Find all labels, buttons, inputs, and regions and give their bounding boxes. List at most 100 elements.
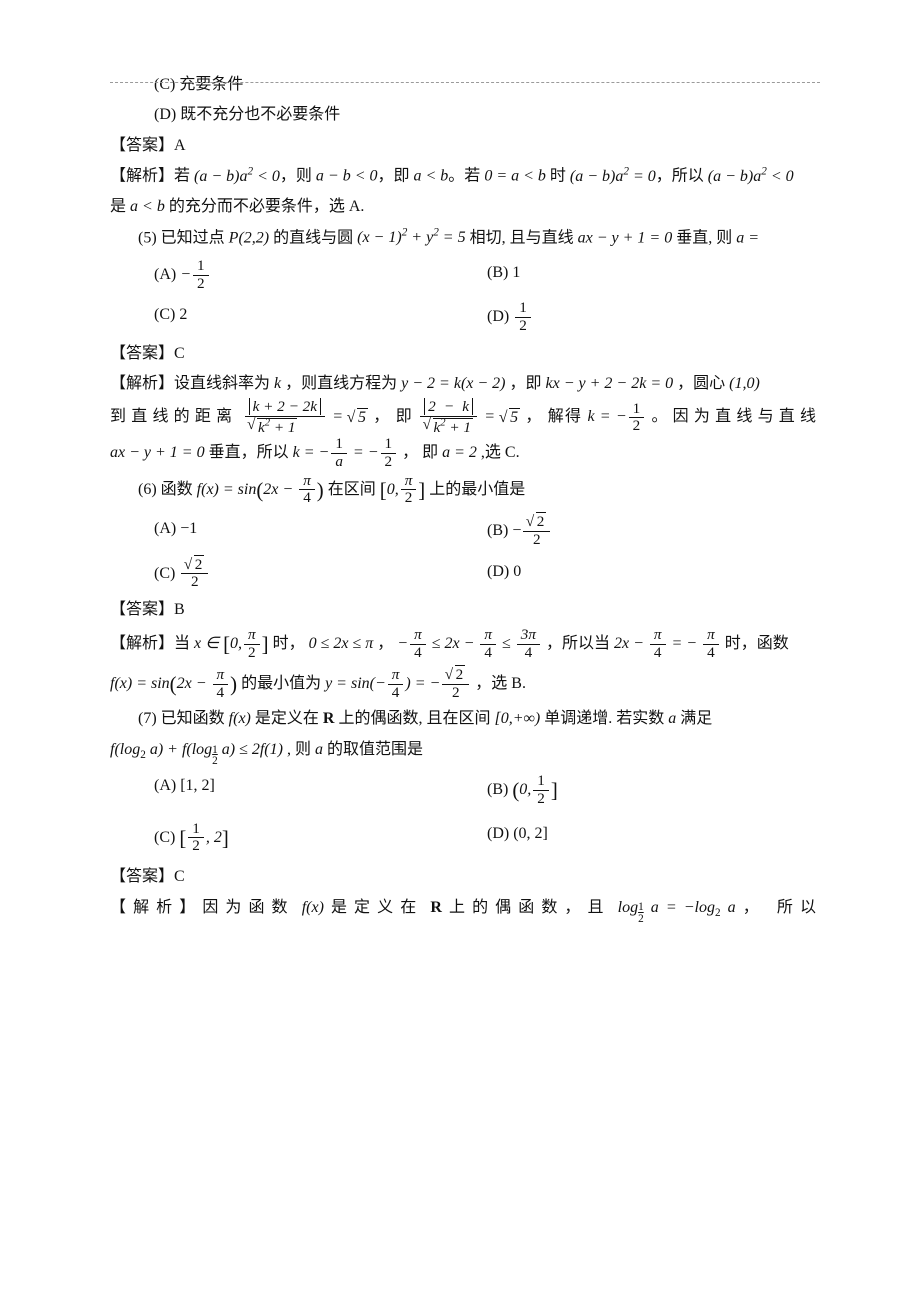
t: 垂直，所以 (209, 444, 289, 461)
den: 2 (193, 275, 209, 293)
den: 2 (181, 573, 208, 591)
page: (C) 充要条件 (D) 既不充分也不必要条件 【答案】A 【解析】若 (a −… (0, 0, 920, 1302)
math: 0, (387, 481, 399, 498)
math: (a − b)a2 < 0 (708, 168, 794, 185)
math: (a − b)a2 = 0 (570, 168, 656, 185)
math: k = − (587, 409, 626, 426)
radicand: 2 (536, 512, 547, 530)
t: ， 所以 (743, 899, 820, 916)
math: (1,0) (729, 375, 760, 392)
t: 设直线斜率为 (174, 375, 270, 392)
math: a < b (414, 168, 449, 185)
t: 相切, 且与直线 (470, 229, 574, 246)
q6-stem: (6) 函数 f(x) = sin(2x − π4) 在区间 [0,π2] 上的… (110, 471, 820, 511)
t: ，所以当 (546, 635, 610, 652)
q4-analysis-line1: 【解析】若 (a − b)a2 < 0，则 a − b < 0，即 a < b。… (110, 161, 820, 192)
math: a < b (130, 198, 165, 215)
math: 0 ≤ 2x ≤ π (309, 635, 374, 652)
math: 0, (230, 635, 242, 652)
num: 1 (515, 300, 531, 317)
num: 2 (181, 557, 208, 574)
t: (5) 已知过点 (138, 229, 229, 246)
paren-right-icon: ) (317, 479, 324, 502)
fraction: π4 (410, 627, 426, 661)
t: 到直线的距离 (110, 409, 237, 426)
math: f(x) (302, 899, 324, 916)
q6-analysis-line2: f(x) = sin(2x − π4) 的最小值为 y = sin(−π4) =… (110, 665, 820, 705)
t: 是定义在 (255, 710, 319, 727)
den: 2 (244, 644, 260, 662)
t: 垂直, 则 (676, 229, 732, 246)
q5-options-row1: (A) −12 (B) 1 (110, 254, 820, 296)
label: (B) (487, 781, 512, 798)
fraction: 12 (515, 300, 531, 334)
q7-analysis-line1: 【解析】因为函数 f(x) 是定义在 R 上的偶函数，且 log12 a = −… (110, 893, 820, 925)
t: 在区间 (328, 481, 376, 498)
paren-right-icon: ) (230, 673, 237, 696)
text: (D) 0 (487, 563, 521, 580)
paren-left-icon: ( (170, 673, 177, 696)
math: R (323, 710, 335, 727)
num: π (244, 627, 260, 644)
math: a (315, 741, 323, 758)
fraction: 22 (181, 557, 208, 591)
t: 上的最小值是 (429, 481, 525, 498)
math: y − 2 = k(x − 2) (401, 375, 505, 392)
den: 4 (388, 684, 404, 702)
math: , 2 (206, 829, 222, 846)
math: ax − y + 1 = 0 (578, 229, 673, 246)
label: 【解析】 (110, 899, 202, 916)
num: π (213, 667, 229, 684)
top-rule (110, 82, 820, 83)
radical-icon: 2 (446, 667, 465, 684)
bracket-right-icon: ] (222, 827, 229, 850)
fraction: 12 (193, 258, 209, 292)
q4-analysis-line2: 是 a < b 的充分而不必要条件，选 A. (110, 192, 820, 222)
fraction: π4 (650, 627, 666, 661)
fraction: π4 (213, 667, 229, 701)
q4-option-c: (C) 充要条件 (110, 70, 820, 100)
math: 2x − (263, 481, 293, 498)
bracket-left-icon: [ (380, 479, 387, 502)
num: 2 (442, 667, 469, 684)
t: 时， (273, 635, 305, 652)
radical-icon: 5 (500, 403, 520, 433)
fraction: k + 2 − 2k k2 + 1 (245, 399, 325, 436)
math: (x − 1)2 + y2 = 5 (357, 229, 465, 246)
fraction: 12 (533, 773, 549, 807)
math: 2x − (177, 675, 207, 692)
label: (A) (154, 266, 180, 283)
t: 是 (110, 198, 126, 215)
t: (6) 函数 (138, 481, 193, 498)
num: 1 (533, 773, 549, 790)
radicand: k2 + 1 (257, 418, 298, 436)
t: ,选 C. (481, 444, 520, 461)
fraction: 1a (331, 436, 347, 470)
math: R (430, 899, 442, 916)
fraction: 2 − k k2 + 1 (420, 399, 477, 436)
den: 4 (299, 489, 315, 507)
den: 2 (515, 317, 531, 335)
fraction: 22 (442, 667, 469, 701)
math: a = (736, 229, 759, 246)
num: π (480, 627, 496, 644)
radicand: 2 (455, 665, 466, 683)
q7-options-row2: (C) [12, 2] (D) (0, 2] (110, 815, 820, 863)
t: ，所以 (656, 168, 704, 185)
t: (7) 已知函数 (138, 710, 225, 727)
radical-icon: 2 (185, 557, 204, 574)
math: (a − b)a2 < 0 (194, 168, 280, 185)
label: 【解析】 (110, 375, 174, 392)
fraction: 12 (381, 436, 397, 470)
t: 的直线与圆 (273, 229, 353, 246)
math: a = −log (644, 899, 715, 916)
math: a (668, 710, 676, 727)
text: (A) −1 (154, 520, 197, 537)
den: 2 (629, 417, 645, 435)
t: k + 2 − 2k (253, 398, 317, 415)
q6-options-row1: (A) −1 (B) −22 (110, 510, 820, 552)
text: 【答案】C (110, 345, 185, 362)
q5-stem: (5) 已知过点 P(2,2) 的直线与圆 (x − 1)2 + y2 = 5 … (110, 223, 820, 254)
text: (C) 充要条件 (154, 76, 243, 93)
t: ，即 (510, 375, 542, 392)
